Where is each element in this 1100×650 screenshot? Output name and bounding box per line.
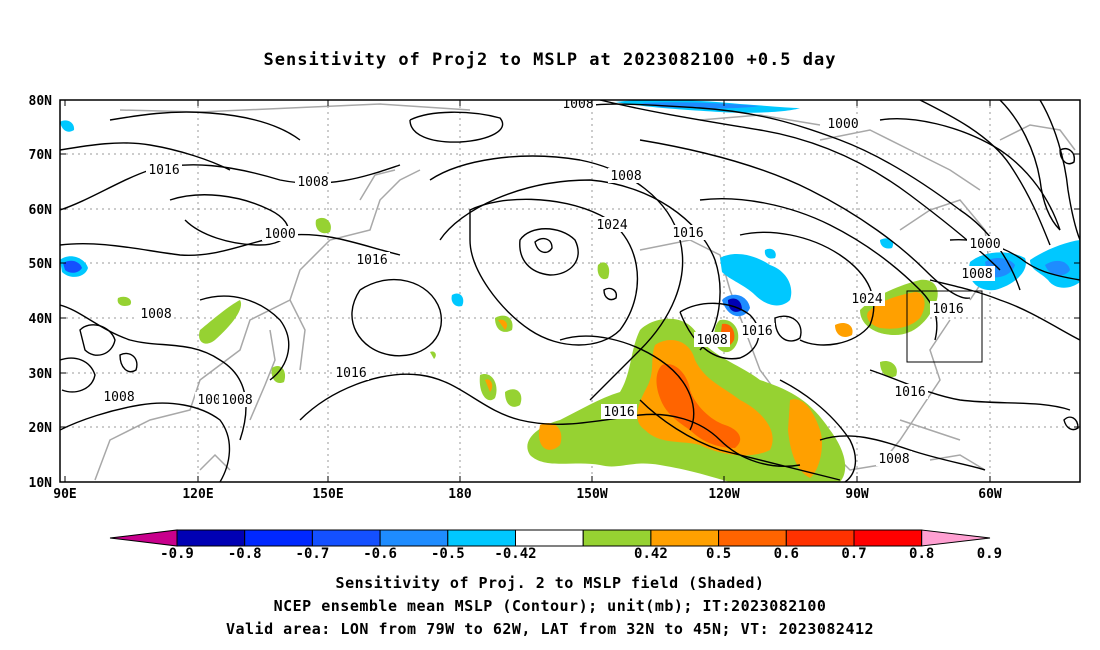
colorbar-label: 0.7 — [841, 546, 866, 562]
lat-tick-label: 30N — [29, 367, 53, 382]
contour-label: 1008 — [562, 97, 593, 112]
colorbar-label: -0.42 — [494, 546, 536, 562]
contour-label-bg — [601, 404, 637, 419]
contour-label-bg — [967, 236, 1003, 251]
colorbar-box — [447, 529, 516, 547]
contour-label: 1000 — [827, 117, 858, 132]
axis-labels: 90E 120E 150E 180 150W 120W 90W 60W 80N 70N 60N 50N… — [29, 94, 1002, 502]
map-frame — [59, 99, 1081, 483]
contour-label-bg — [608, 168, 644, 183]
contour-label: 1000 — [969, 237, 1000, 252]
lat-tick-label: 10N — [29, 476, 53, 491]
colorbar-box — [853, 529, 923, 547]
caption-shaded: Sensitivity of Proj. 2 to MSLP field (Sh… — [335, 574, 765, 592]
colorbar-label: -0.9 — [160, 546, 194, 562]
contour-label: 1008 — [140, 307, 171, 322]
colorbar-label: -0.8 — [228, 546, 262, 562]
colorbar-label: -0.7 — [296, 546, 330, 562]
colorbar-box — [785, 529, 855, 547]
colorbar-box — [311, 529, 381, 547]
colorbar-label: 0.9 — [977, 546, 1002, 562]
contour-label-bg — [101, 389, 137, 404]
colorbar-label: 0.42 — [634, 546, 668, 562]
contour-label-bg — [825, 116, 861, 131]
colorbar-box — [379, 529, 449, 547]
colorbar-labels: -0.9 -0.8 -0.7 -0.6 -0.5 -0.42 0.42 0.5 0.6 0.7 0.… — [160, 546, 1002, 562]
contour-label: 1000 — [264, 227, 295, 242]
lat-tick-label: 50N — [29, 257, 53, 272]
contour-label-bg — [876, 451, 912, 466]
colorbar-left-triangle — [109, 529, 178, 547]
colorbar-right-triangle — [921, 529, 991, 547]
lon-tick-label: 150W — [576, 487, 607, 502]
contour-label-bg — [892, 384, 928, 399]
colorbar-box — [176, 529, 246, 547]
contour-label-bg — [138, 306, 174, 321]
lon-tick-label: 60W — [978, 487, 1002, 502]
contour-label: 1016 — [603, 405, 634, 420]
chart-title: Sensitivity of Proj2 to MSLP at 20230821… — [263, 50, 837, 70]
colorbar — [109, 529, 991, 547]
lon-tick-label: 90W — [845, 487, 869, 502]
contour-label: 1024 — [596, 218, 627, 233]
contour-label-bg — [262, 226, 298, 241]
valid-area-box — [906, 290, 983, 363]
colorbar-box — [515, 529, 584, 547]
lat-tick-label: 60N — [29, 203, 53, 218]
contour-label-bg — [594, 217, 630, 232]
contour-label: 1008 — [297, 175, 328, 190]
lon-tick-label: 150E — [312, 487, 343, 502]
contour-label: 1008 — [610, 169, 641, 184]
lon-tick-label: 120E — [182, 487, 213, 502]
contour-label-bg — [930, 301, 966, 316]
colorbar-box — [582, 529, 652, 547]
lat-tick-label: 40N — [29, 312, 53, 327]
contour-label-bg — [670, 225, 706, 240]
contour-label-bg — [560, 100, 596, 111]
colorbar-label: -0.5 — [431, 546, 465, 562]
contour-label: 1008 — [696, 333, 727, 348]
contour-label: 1008 — [221, 393, 252, 408]
contour-label: 1016 — [356, 253, 387, 268]
contour-label-bg — [219, 392, 255, 407]
contour-label: 1008 — [103, 390, 134, 405]
contour-label: 1016 — [894, 385, 925, 400]
contour-label: 1024 — [851, 292, 882, 307]
colorbar-label: 0.6 — [774, 546, 799, 562]
contour-label: 1016 — [932, 302, 963, 317]
contour-label: 1016 — [741, 324, 772, 339]
contour-label-bg — [739, 323, 775, 338]
caption-valid-area: Valid area: LON from 79W to 62W, LAT fro… — [225, 620, 875, 638]
contour-label: 1016 — [335, 366, 366, 381]
contour-label-bg — [354, 252, 390, 267]
contour-label-bg — [849, 291, 885, 306]
map-figure: 1008 1000 1016 1008 1000 1008 1016 1024 1016 1008… — [29, 94, 1081, 562]
lat-tick-label: 80N — [29, 94, 53, 109]
lon-tick-label: 180 — [448, 487, 472, 502]
contour-label: 1008 — [961, 267, 992, 282]
lat-tick-label: 20N — [29, 421, 53, 436]
contour-label-bg — [333, 365, 369, 380]
colorbar-box — [244, 529, 313, 547]
colorbar-label: 0.5 — [706, 546, 731, 562]
contour-label-bg — [694, 332, 730, 347]
contour-label-bg — [295, 174, 331, 189]
contour-label-bg — [146, 162, 182, 177]
contour-label: 1008 — [878, 452, 909, 467]
axis-ticks — [60, 99, 1080, 483]
contour-label-bg — [959, 266, 995, 281]
contour-label: 1016 — [148, 163, 179, 178]
lat-tick-label: 70N — [29, 148, 53, 163]
lon-tick-label: 90E — [53, 487, 76, 502]
contour-labels: 1008 1000 1016 1008 1000 1008 1016 1024 1016 1008… — [101, 97, 1003, 467]
caption-contour: NCEP ensemble mean MSLP (Contour); unit(… — [273, 597, 827, 615]
contour-label: 1016 — [672, 226, 703, 241]
colorbar-label: -0.6 — [363, 546, 397, 562]
colorbar-label: 0.8 — [909, 546, 934, 562]
colorbar-box — [718, 529, 787, 547]
lon-tick-label: 120W — [708, 487, 739, 502]
colorbar-box — [650, 529, 720, 547]
